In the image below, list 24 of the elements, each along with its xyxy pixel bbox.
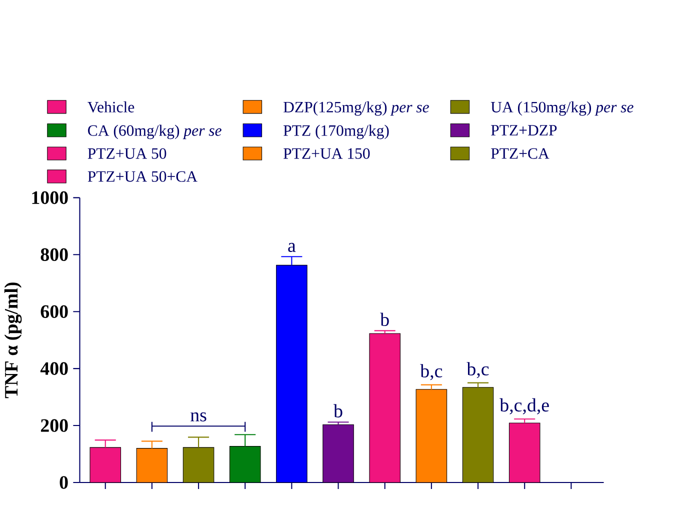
data-label: b,c,d,e: [500, 398, 549, 414]
legend-label: CA (60mg/kg) per se: [88, 124, 222, 140]
data-label: b: [380, 312, 389, 326]
data-label: a: [288, 242, 296, 252]
legend-label: Vehicle: [88, 101, 134, 113]
data-label: b,c: [466, 362, 489, 378]
y-axis-title: TNF α (pg/ml): [4, 282, 22, 398]
y-tick-label: 400: [40, 362, 68, 375]
y-tick-label: 600: [40, 305, 68, 318]
y-tick-label: 800: [40, 248, 68, 262]
legend-label: PTZ+UA 150: [284, 148, 370, 159]
legend-label: PTZ+UA 50+CA: [88, 171, 198, 182]
y-tick-label: 0: [60, 476, 68, 489]
legend-label: PTZ+CA: [491, 148, 550, 159]
legend-label: PTZ+UA 50: [88, 148, 166, 159]
legend-label: DZP(125mg/kg) per se: [284, 101, 429, 116]
annotation: ns: [190, 412, 206, 422]
legend-label: PTZ+DZP: [491, 125, 557, 136]
y-tick-label: 200: [40, 419, 68, 432]
data-label: b: [334, 404, 342, 418]
legend-label: UA (150mg/kg) per se: [490, 101, 634, 116]
y-tick-label: 1000: [32, 191, 68, 204]
legend-label: PTZ (170mg/kg): [284, 124, 389, 140]
data-label: b,c: [420, 364, 442, 380]
